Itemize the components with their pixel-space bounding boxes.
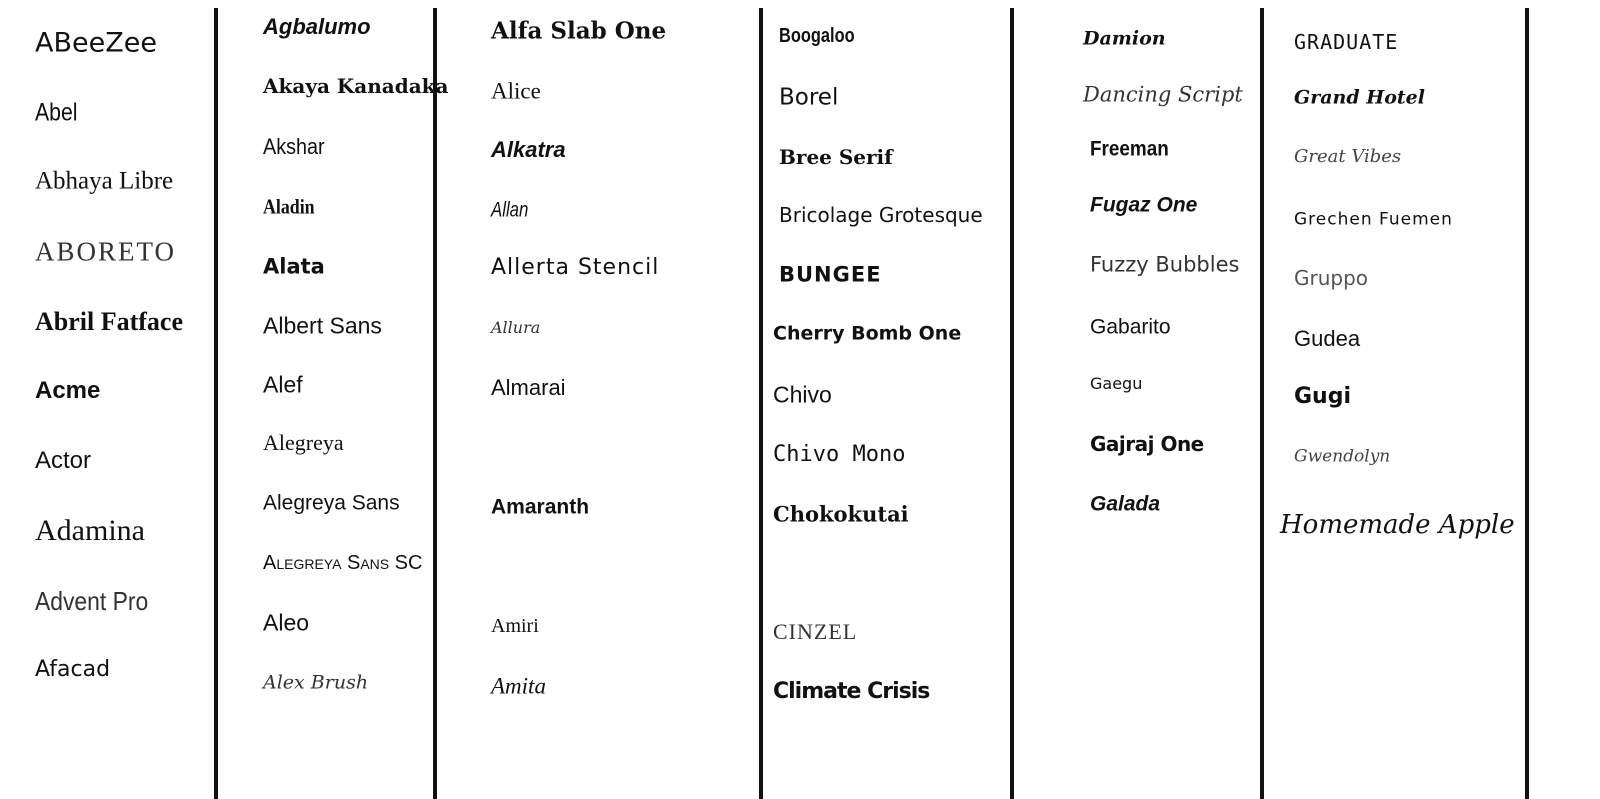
font-name: Chivo: [773, 381, 832, 408]
font-name: Fugaz One: [1090, 193, 1198, 217]
font-name: Almarai: [491, 375, 566, 400]
font-name: Actor: [35, 447, 92, 474]
font-name: Galada: [1090, 492, 1161, 516]
font-name: Gaegu: [1090, 374, 1143, 393]
font-name: Allura: [491, 318, 541, 337]
font-name: Bree Serif: [779, 145, 893, 169]
font-name: Abel: [35, 98, 78, 127]
font-name: Gruppo: [1294, 266, 1369, 290]
font-name: Homemade Apple: [1280, 510, 1515, 540]
font-name: Grechen Fuemen: [1294, 209, 1453, 230]
font-name: Bricolage Grotesque: [779, 203, 983, 227]
column-divider: [1010, 8, 1014, 799]
font-name: Cherry Bomb One: [773, 322, 962, 345]
font-name: Damion: [1083, 27, 1166, 50]
font-name: BUNGEE: [779, 262, 882, 287]
font-name: Grand Hotel: [1294, 86, 1425, 109]
font-name: Albert Sans: [263, 312, 382, 339]
font-name: Freeman: [1090, 137, 1169, 161]
font-name: Gugi: [1294, 384, 1352, 409]
font-name: Amiri: [491, 615, 539, 637]
font-name: Gudea: [1294, 326, 1361, 351]
font-name: Gwendolyn: [1294, 446, 1391, 467]
font-name: Alfa Slab One: [491, 17, 667, 45]
column-divider: [1260, 8, 1264, 799]
font-name: Alata: [263, 254, 325, 279]
font-name: Abhaya Libre: [35, 167, 174, 195]
column-divider: [214, 8, 218, 799]
column-divider: [1525, 8, 1529, 799]
font-name: Allerta Stencil: [491, 255, 660, 280]
font-name: Alkatra: [491, 137, 566, 162]
font-name: Dancing Script: [1083, 82, 1243, 107]
font-name: Alef: [263, 371, 303, 398]
font-name: Alex Brush: [263, 671, 369, 694]
font-name: Boogaloo: [779, 25, 855, 47]
column-divider: [433, 8, 437, 799]
font-name: Alegreya Sans: [263, 491, 400, 515]
font-name: ABeeZee: [35, 27, 157, 59]
font-name: Gabarito: [1090, 315, 1171, 339]
font-name: Allan: [491, 198, 529, 222]
font-name: Aladin: [263, 194, 315, 219]
font-name: ABORETO: [35, 236, 177, 267]
font-name: Chokokutai: [773, 501, 909, 527]
font-name: Fuzzy Bubbles: [1090, 252, 1240, 277]
font-name: Alice: [491, 78, 541, 104]
font-name: Gajraj One: [1090, 432, 1204, 456]
font-name: Climate Crisis: [773, 679, 930, 704]
font-name: Amaranth: [491, 495, 590, 519]
font-name: Afacad: [35, 657, 111, 682]
font-name: Alegreya: [263, 430, 344, 455]
column-divider: [759, 8, 763, 799]
font-name: Advent Pro: [35, 586, 149, 616]
font-name: Acme: [35, 377, 101, 404]
font-name: Great Vibes: [1294, 146, 1402, 167]
font-name: Borel: [779, 84, 839, 111]
font-name: Alegreya Sans SC: [263, 552, 423, 574]
font-name: Chivo Mono: [773, 442, 906, 467]
font-name: Akaya Kanadaka: [263, 74, 449, 98]
font-name: CINZEL: [773, 619, 858, 644]
font-name: Akshar: [263, 134, 325, 159]
font-name: Adamina: [35, 514, 145, 547]
font-name: Agbalumo: [263, 14, 371, 39]
font-name: Amita: [491, 673, 546, 699]
font-name: Abril Fatface: [35, 307, 184, 336]
font-name: Aleo: [263, 609, 310, 636]
font-name: GRADUATE: [1294, 30, 1399, 54]
